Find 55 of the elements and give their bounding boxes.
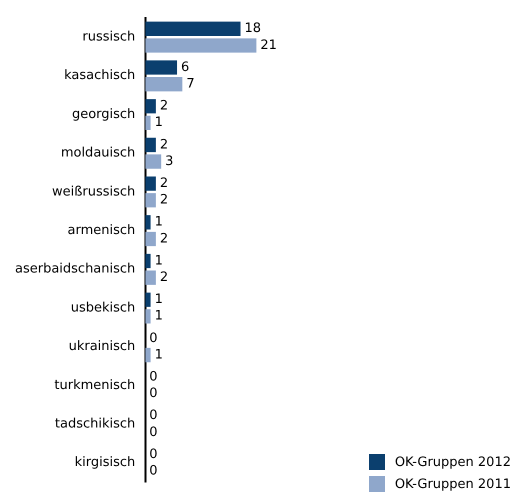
bar (145, 138, 156, 152)
data-label: 0 (149, 330, 158, 346)
legend-label: OK-Gruppen 2012 (394, 454, 511, 470)
y-tick-label: armenisch (68, 223, 136, 238)
data-label: 0 (149, 446, 158, 462)
y-tick-label: kirgisisch (74, 455, 136, 470)
data-label: 1 (154, 292, 163, 308)
data-label: 1 (154, 115, 163, 130)
data-label: 1 (154, 214, 163, 230)
bar (145, 309, 151, 324)
data-label: 0 (149, 386, 158, 402)
y-tick-label: tadschikisch (54, 416, 136, 432)
y-tick-label: turkmenisch (54, 378, 136, 393)
bar (145, 270, 156, 285)
bar (145, 176, 156, 191)
y-tick-label: ukrainisch (68, 339, 136, 354)
data-label: 1 (154, 347, 163, 362)
data-label: 2 (160, 176, 168, 192)
bar (145, 99, 156, 114)
y-tick-label: aserbaidschanisch (14, 262, 136, 277)
legend-label: OK-Gruppen 2011 (394, 476, 511, 492)
data-label: 21 (260, 38, 277, 53)
data-label: 0 (149, 408, 158, 424)
data-label: 3 (165, 154, 174, 169)
data-label: 7 (186, 76, 195, 92)
data-label: 2 (160, 98, 168, 114)
data-label: 0 (149, 464, 158, 479)
data-label: 0 (149, 424, 158, 440)
bar (145, 22, 241, 36)
data-label: 2 (160, 192, 168, 208)
bar (145, 38, 256, 53)
bar (145, 254, 151, 268)
data-label: 2 (160, 231, 168, 246)
data-label: 1 (154, 308, 163, 324)
y-tick-label: usbekisch (70, 300, 136, 316)
data-label: 0 (149, 370, 158, 385)
data-label: 1 (154, 253, 163, 268)
y-tick-label: weißrussisch (52, 184, 136, 200)
data-label: 2 (160, 270, 168, 286)
data-label: 2 (160, 137, 168, 152)
bar (145, 116, 151, 130)
bar (145, 232, 156, 246)
y-tick-label: moldauisch (60, 146, 136, 161)
y-tick-label: kasachisch (64, 68, 136, 84)
y-tick-label: georgisch (72, 106, 136, 122)
bar (145, 193, 156, 208)
bar (145, 77, 182, 92)
y-tick-label: russisch (82, 30, 136, 45)
bar (145, 348, 151, 362)
bar (145, 60, 178, 75)
bar (145, 292, 151, 307)
data-label: 18 (244, 21, 262, 36)
data-label: 6 (181, 60, 190, 75)
bar (145, 215, 151, 230)
bar (145, 154, 162, 169)
